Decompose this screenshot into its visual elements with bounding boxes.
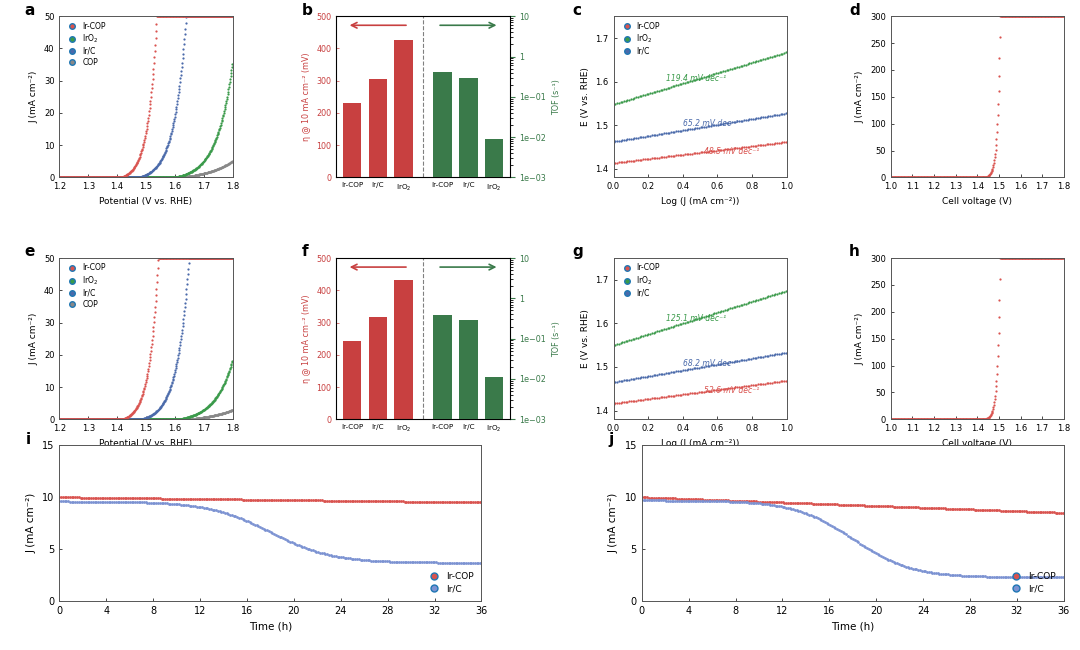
Text: h: h [849, 244, 860, 259]
X-axis label: Potential (V vs. RHE): Potential (V vs. RHE) [99, 197, 192, 206]
Text: e: e [25, 244, 36, 259]
Bar [459, 77, 477, 650]
Y-axis label: J (mA cm⁻²): J (mA cm⁻²) [29, 71, 39, 123]
Y-axis label: η @ 10 mA cm⁻² (mV): η @ 10 mA cm⁻² (mV) [302, 294, 311, 383]
Y-axis label: TOF (s⁻¹): TOF (s⁻¹) [552, 320, 561, 357]
Legend: Ir-COP, Ir/C: Ir-COP, Ir/C [1003, 569, 1059, 597]
Bar [342, 103, 362, 177]
Text: 125.1 mV dec⁻¹: 125.1 mV dec⁻¹ [665, 314, 726, 323]
X-axis label: Time (h): Time (h) [832, 621, 875, 632]
Bar [394, 40, 413, 177]
Y-axis label: E (V vs. RHE): E (V vs. RHE) [581, 309, 590, 368]
Bar [368, 79, 387, 177]
Text: j: j [608, 432, 613, 447]
Y-axis label: TOF (s⁻¹): TOF (s⁻¹) [552, 79, 561, 115]
Bar [485, 377, 503, 650]
Text: g: g [572, 244, 583, 259]
Text: 119.4 mV dec⁻¹: 119.4 mV dec⁻¹ [665, 74, 726, 83]
Text: 68.2 mV dec⁻¹: 68.2 mV dec⁻¹ [683, 359, 738, 369]
X-axis label: Cell voltage (V): Cell voltage (V) [942, 197, 1012, 206]
X-axis label: Log (J (mA cm⁻²)): Log (J (mA cm⁻²)) [661, 197, 740, 206]
X-axis label: Cell voltage (V): Cell voltage (V) [942, 439, 1012, 448]
Y-axis label: η @ 10 mA cm⁻² (mV): η @ 10 mA cm⁻² (mV) [302, 53, 311, 141]
Text: 52.6 mV dec⁻¹: 52.6 mV dec⁻¹ [703, 386, 759, 395]
Y-axis label: J (mA cm⁻²): J (mA cm⁻²) [855, 313, 864, 365]
X-axis label: Time (h): Time (h) [248, 621, 292, 632]
Legend: Ir-COP, IrO$_2$, Ir/C, COP: Ir-COP, IrO$_2$, Ir/C, COP [64, 20, 107, 68]
Bar [368, 317, 387, 419]
Y-axis label: J (mA cm⁻²): J (mA cm⁻²) [855, 71, 864, 123]
X-axis label: Log (J (mA cm⁻²)): Log (J (mA cm⁻²)) [661, 439, 740, 448]
Legend: Ir-COP, IrO$_2$, Ir/C: Ir-COP, IrO$_2$, Ir/C [618, 20, 661, 57]
Bar [394, 280, 413, 419]
Legend: Ir-COP, IrO$_2$, Ir/C: Ir-COP, IrO$_2$, Ir/C [618, 262, 661, 299]
Text: d: d [849, 3, 860, 18]
X-axis label: Potential (V vs. RHE): Potential (V vs. RHE) [99, 439, 192, 448]
Bar [459, 320, 477, 650]
Y-axis label: J (mA cm⁻²): J (mA cm⁻²) [27, 493, 37, 553]
Bar [433, 72, 451, 650]
Text: i: i [26, 432, 30, 447]
Y-axis label: J (mA cm⁻²): J (mA cm⁻²) [29, 313, 39, 365]
Y-axis label: E (V vs. RHE): E (V vs. RHE) [581, 68, 590, 126]
Text: 65.2 mV dec⁻¹: 65.2 mV dec⁻¹ [683, 120, 738, 129]
Bar [342, 341, 362, 419]
Y-axis label: J (mA cm⁻²): J (mA cm⁻²) [609, 493, 619, 553]
Text: b: b [301, 3, 313, 18]
Text: a: a [25, 3, 36, 18]
Text: f: f [301, 244, 309, 259]
Bar [485, 139, 503, 650]
Bar [433, 315, 451, 650]
Text: 48.5 mV dec⁻¹: 48.5 mV dec⁻¹ [703, 147, 759, 156]
Text: c: c [572, 3, 581, 18]
Legend: Ir-COP, IrO$_2$, Ir/C, COP: Ir-COP, IrO$_2$, Ir/C, COP [64, 262, 107, 310]
Legend: Ir-COP, Ir/C: Ir-COP, Ir/C [421, 569, 477, 597]
